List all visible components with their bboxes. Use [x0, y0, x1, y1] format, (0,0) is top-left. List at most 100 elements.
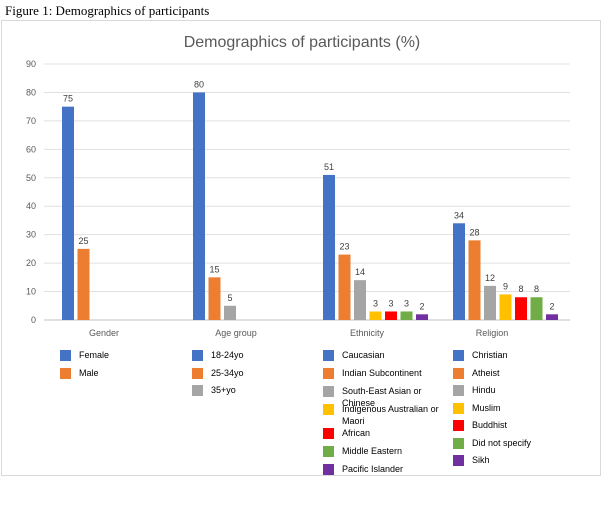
y-axis-ticks: 0 10 20 30 40 50 60 70 80 90 — [26, 59, 36, 325]
y-tick-label: 50 — [26, 173, 36, 183]
data-label: 3 — [373, 298, 378, 308]
data-label: 2 — [549, 301, 554, 311]
y-tick-label: 70 — [26, 116, 36, 126]
y-tick-label: 40 — [26, 201, 36, 211]
legend-swatch — [453, 420, 464, 431]
bar-ethnicity-5 — [400, 311, 413, 320]
bar-ethnicity-4 — [385, 311, 397, 320]
category-label: Religion — [476, 328, 509, 338]
legend-item: Hindu — [453, 384, 573, 396]
data-label: 9 — [503, 281, 508, 291]
y-tick-label: 60 — [26, 144, 36, 154]
bar-gender-1 — [77, 248, 90, 320]
data-label: 3 — [404, 298, 409, 308]
bar-age-group-2 — [224, 305, 236, 320]
legend-label: Buddhist — [472, 420, 508, 430]
data-label: 15 — [209, 264, 219, 274]
legend-swatch — [60, 350, 71, 361]
bar-religion-3 — [499, 294, 512, 320]
legend-label: 25-34yo — [211, 367, 244, 378]
bar-ethnicity-0 — [323, 174, 335, 320]
legend-swatch — [60, 367, 71, 379]
legend-swatch — [453, 455, 464, 466]
bar-age-group-0 — [193, 92, 205, 320]
bar-ethnicity-1 — [338, 254, 351, 320]
chart-title: Demographics of participants (%) — [184, 34, 421, 51]
legend-item: Christian — [453, 349, 573, 361]
legend-label: Did not specify — [472, 437, 532, 448]
data-label: 8 — [534, 284, 539, 294]
data-label: 34 — [454, 210, 464, 220]
legend-item: 25-34yo — [192, 367, 312, 379]
bar-ethnicity-3 — [369, 311, 382, 320]
data-label: 2 — [419, 301, 424, 311]
bar-chart: Demographics of participants (%) 0 10 20 30… — [26, 34, 570, 338]
data-label: 3 — [388, 298, 393, 308]
legend-swatch — [453, 437, 464, 449]
legend-item: Female — [60, 349, 180, 361]
legend-item: 18-24yo — [192, 349, 312, 361]
legend-swatch — [453, 385, 464, 396]
y-tick-label: 30 — [26, 230, 36, 240]
data-label: 5 — [227, 293, 232, 303]
bar-ethnicity-6 — [416, 314, 428, 320]
bar-religion-5 — [530, 297, 543, 320]
legend-swatch — [323, 386, 334, 397]
legend-label: Indigenous Australian or Maori — [342, 404, 439, 426]
legend-swatch — [453, 402, 464, 414]
legend-swatch — [323, 464, 334, 475]
legend-item: South-East Asian or Chinese — [323, 385, 451, 409]
legend-swatch — [323, 350, 334, 361]
legend-label: 35+yo — [211, 385, 236, 395]
legend-label: Atheist — [472, 367, 500, 378]
legend-label: Christian — [472, 350, 508, 360]
bar-religion-1 — [468, 240, 481, 320]
legend-label: Middle Eastern — [342, 446, 403, 456]
bar-religion-4 — [515, 297, 527, 320]
category-label: Ethnicity — [350, 328, 385, 338]
legend-label: Muslim — [472, 402, 501, 413]
legend-item: Sikh — [453, 454, 573, 466]
legend-item: Indian Subcontinent — [323, 367, 451, 379]
legend-label: Sikh — [472, 455, 490, 465]
legend-item: Muslim — [453, 402, 573, 414]
legend-swatch — [323, 404, 334, 415]
figure-caption: Figure 1: Demographics of participants — [5, 3, 210, 18]
bar-religion-0 — [453, 223, 465, 320]
legend-label: Indian Subcontinent — [342, 368, 422, 378]
y-tick-label: 10 — [26, 287, 36, 297]
bar-gender-0 — [62, 106, 74, 321]
legend-item: Pacific Islander — [323, 463, 451, 475]
legend-item: Male — [60, 367, 180, 379]
legend-item: Did not specify — [453, 437, 573, 449]
data-label: 23 — [339, 242, 349, 252]
data-label: 80 — [194, 79, 204, 89]
legend-item: Atheist — [453, 367, 573, 379]
legend-item: Indigenous Australian or Maori — [323, 403, 451, 427]
bars — [62, 92, 558, 321]
data-label: 28 — [469, 227, 479, 237]
data-label: 14 — [355, 267, 365, 277]
data-label: 51 — [324, 162, 334, 172]
legend-label: Female — [79, 350, 110, 360]
legend-item: Middle Eastern — [323, 445, 451, 457]
category-label: Gender — [89, 328, 119, 338]
bar-age-group-1 — [208, 277, 221, 320]
legend-item: Caucasian — [323, 349, 451, 361]
legend-swatch — [192, 385, 203, 396]
legend-label: Hindu — [472, 385, 496, 395]
category-label: Age group — [215, 328, 257, 338]
legend-label: Male — [79, 367, 99, 378]
legend-swatch — [192, 350, 203, 361]
legend-label: 18-24yo — [211, 350, 244, 360]
data-label: 12 — [485, 273, 495, 283]
legend-swatch — [453, 350, 464, 361]
data-label: 8 — [518, 284, 523, 294]
gridlines — [44, 63, 570, 321]
y-tick-label: 20 — [26, 258, 36, 268]
y-tick-label: 90 — [26, 59, 36, 69]
legend-swatch — [323, 368, 334, 379]
legend-label: African — [342, 428, 371, 438]
y-tick-label: 0 — [31, 315, 36, 325]
